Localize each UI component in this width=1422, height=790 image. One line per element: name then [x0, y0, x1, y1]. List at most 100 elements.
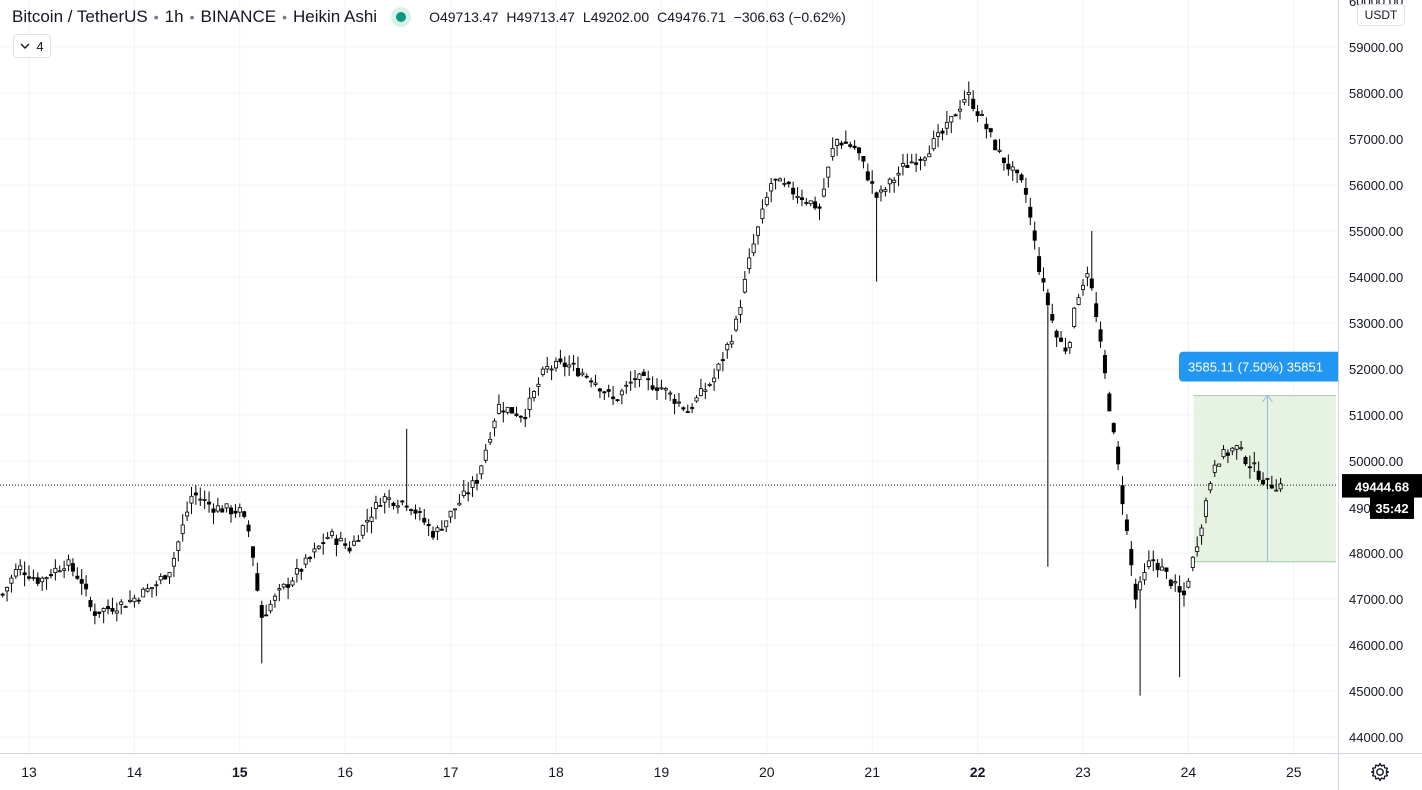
candle-down[interactable]	[1015, 169, 1020, 174]
candle-down[interactable]	[97, 611, 102, 614]
candle-up[interactable]	[224, 503, 229, 509]
candle-down[interactable]	[514, 413, 519, 416]
candle-down[interactable]	[1168, 579, 1173, 587]
candle-up[interactable]	[360, 525, 365, 536]
candle-down[interactable]	[1256, 470, 1261, 480]
candle-up[interactable]	[830, 147, 835, 157]
candle-up[interactable]	[1072, 307, 1077, 327]
candle-up[interactable]	[887, 178, 892, 185]
candle-up[interactable]	[927, 153, 932, 158]
candle-down[interactable]	[988, 128, 993, 133]
candle-up[interactable]	[356, 540, 361, 542]
candle-down[interactable]	[246, 524, 251, 532]
candle-down[interactable]	[1124, 519, 1129, 531]
indicators-toggle-button[interactable]: 4	[13, 34, 51, 58]
candle-up[interactable]	[931, 138, 936, 150]
candle-down[interactable]	[571, 362, 576, 365]
candle-up[interactable]	[909, 161, 914, 164]
candle-down[interactable]	[207, 501, 212, 505]
candle-up[interactable]	[5, 587, 10, 592]
candle-down[interactable]	[299, 569, 304, 572]
candle-down[interactable]	[1019, 174, 1024, 181]
candle-up[interactable]	[312, 548, 317, 553]
candle-up[interactable]	[149, 587, 154, 590]
candle-down[interactable]	[1129, 549, 1134, 566]
candle-down[interactable]	[1045, 292, 1050, 306]
candle-up[interactable]	[756, 226, 761, 236]
candle-up[interactable]	[365, 519, 370, 523]
candle-down[interactable]	[1107, 393, 1112, 412]
candle-down[interactable]	[1050, 314, 1055, 321]
candle-up[interactable]	[176, 541, 181, 551]
candle-up[interactable]	[202, 499, 207, 501]
candle-down[interactable]	[1063, 347, 1068, 352]
candle-up[interactable]	[1274, 489, 1279, 492]
candle-down[interactable]	[1032, 230, 1037, 241]
candle-up[interactable]	[668, 392, 673, 395]
candle-up[interactable]	[958, 108, 963, 112]
candle-up[interactable]	[18, 565, 23, 570]
candle-up[interactable]	[488, 438, 493, 443]
candle-up[interactable]	[712, 377, 717, 383]
candle-down[interactable]	[1133, 583, 1138, 600]
candle-up[interactable]	[128, 599, 133, 602]
candle-up[interactable]	[826, 166, 831, 178]
candle-down[interactable]	[984, 123, 989, 130]
candle-up[interactable]	[527, 397, 532, 410]
candle-down[interactable]	[48, 574, 53, 577]
candle-up[interactable]	[325, 536, 330, 539]
candle-up[interactable]	[141, 588, 146, 598]
candle-up[interactable]	[751, 243, 756, 254]
candle-up[interactable]	[593, 382, 598, 385]
candle-down[interactable]	[409, 509, 414, 512]
candle-down[interactable]	[343, 543, 348, 546]
candle-up[interactable]	[540, 368, 545, 375]
candle-down[interactable]	[685, 411, 690, 413]
candle-down[interactable]	[136, 599, 141, 602]
candle-down[interactable]	[799, 197, 804, 201]
candle-down[interactable]	[0, 593, 5, 596]
candle-up[interactable]	[483, 449, 488, 461]
candle-down[interactable]	[804, 202, 809, 204]
candle-down[interactable]	[606, 389, 611, 392]
candle-down[interactable]	[413, 509, 418, 514]
candle-down[interactable]	[975, 111, 980, 117]
currency-button[interactable]: USDT	[1357, 4, 1405, 26]
candle-up[interactable]	[549, 368, 554, 371]
candle-up[interactable]	[878, 189, 883, 193]
candle-down[interactable]	[1164, 567, 1169, 572]
candle-down[interactable]	[259, 604, 264, 618]
candle-up[interactable]	[738, 306, 743, 315]
candle-up[interactable]	[835, 139, 840, 146]
candle-up[interactable]	[294, 568, 299, 575]
candle-up[interactable]	[167, 572, 172, 578]
candle-down[interactable]	[1269, 484, 1274, 489]
candle-up[interactable]	[896, 172, 901, 176]
candle-up[interactable]	[694, 397, 699, 402]
candle-up[interactable]	[1230, 447, 1235, 452]
candle-down[interactable]	[655, 387, 660, 391]
candle-down[interactable]	[1182, 590, 1187, 596]
candle-down[interactable]	[575, 367, 580, 377]
candle-up[interactable]	[382, 496, 387, 503]
candle-down[interactable]	[286, 584, 291, 588]
candle-down[interactable]	[1116, 446, 1121, 465]
candle-up[interactable]	[9, 577, 14, 584]
candle-up[interactable]	[351, 540, 356, 546]
candle-up[interactable]	[277, 588, 282, 591]
candle-up[interactable]	[158, 576, 163, 581]
candle-up[interactable]	[496, 404, 501, 414]
candle-down[interactable]	[602, 391, 607, 394]
candle-up[interactable]	[198, 498, 203, 501]
candle-up[interactable]	[1067, 342, 1072, 349]
candle-down[interactable]	[255, 573, 260, 591]
candle-down[interactable]	[650, 385, 655, 390]
candle-down[interactable]	[1054, 330, 1059, 338]
candle-down[interactable]	[474, 480, 479, 484]
candle-up[interactable]	[716, 363, 721, 371]
candle-down[interactable]	[646, 378, 651, 381]
candle-down[interactable]	[404, 505, 409, 508]
candle-up[interactable]	[40, 577, 45, 583]
candle-up[interactable]	[567, 364, 572, 368]
